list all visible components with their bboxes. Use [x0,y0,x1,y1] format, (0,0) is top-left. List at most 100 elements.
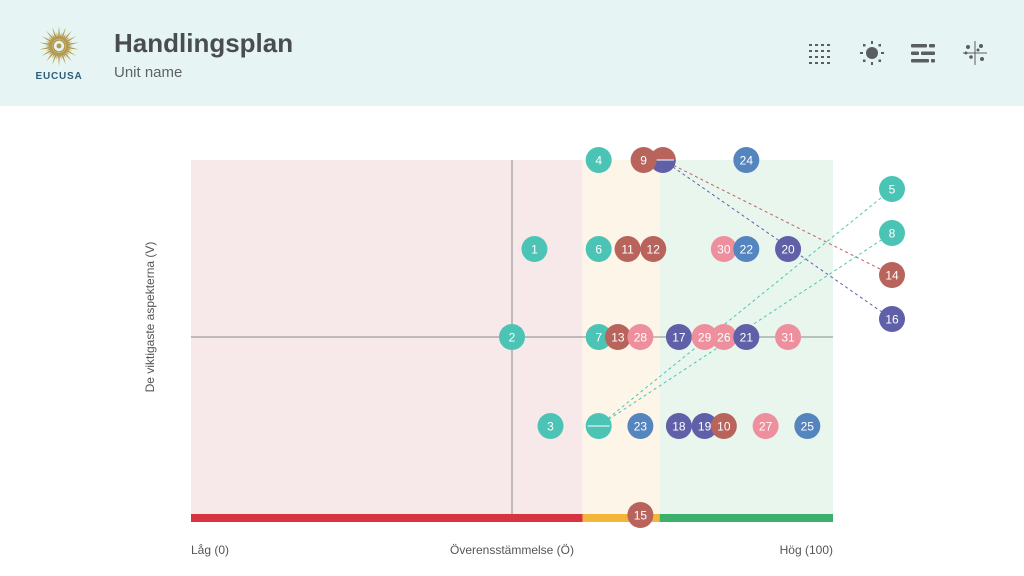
link-line [598,188,893,427]
point-circle [710,236,737,262]
data-point: 6 [585,236,612,262]
logo-ray [57,53,61,66]
point-label: 13 [611,331,625,345]
scatter-icon [963,41,987,65]
data-point: 30 [710,236,737,262]
logo-ray [46,50,56,62]
page-title: Handlingsplan [114,28,294,58]
point-circle [604,324,631,350]
logo-ray [65,42,79,46]
point-label: 16 [885,313,899,327]
logo-ray [59,32,62,40]
point-label: 2 [509,331,516,345]
point-circle [691,413,718,439]
split-top [585,413,612,426]
data-point: 2 [499,324,525,350]
logo-ray [48,49,55,55]
logo-ray [52,27,58,40]
point-circle [499,324,525,350]
logo-ray [62,30,72,42]
point-label: 20 [781,243,795,257]
action-plan-chart: 4 9 241 6 11 12 30 22 202 7 13 28 17 29 26 21 313 23 18 19 1… [143,147,905,557]
point-label: 14 [885,269,899,283]
zone-bar [659,514,833,522]
outlier-point: 5 [879,176,905,202]
x-axis-label: Överensstämmelse (Ö) [450,543,574,557]
logo-ray [63,37,70,43]
logo-ray [56,52,59,60]
point-label: 21 [740,331,754,345]
scatter-button[interactable] [960,38,990,68]
point-circle [521,236,548,262]
point-label: 10 [717,420,731,434]
point-circle [585,236,612,262]
point-label: 3 [547,420,554,434]
sunburst-logo-icon [39,26,79,66]
data-point: 11 [614,236,641,262]
point-circle [640,236,667,262]
sun-icon [860,41,884,65]
point-circle [630,147,657,173]
data-point: 4 [585,147,612,173]
data-point: 25 [794,413,821,439]
point-label: 24 [740,154,754,168]
data-point: 10 [710,413,737,439]
logo-ray [63,49,70,55]
point-circle [585,324,612,350]
point-circle [537,413,564,439]
point-label: 5 [889,183,896,197]
point-circle [691,324,718,350]
point-circle [733,324,760,350]
data-point: 27 [752,413,779,439]
point-label: 27 [759,420,773,434]
point-label: 7 [595,331,602,345]
point-circle [614,236,641,262]
point-label: 9 [640,154,647,168]
data-point: 31 [775,324,802,350]
logo-ray [41,48,54,56]
bars-button[interactable] [908,38,938,68]
zone-bar [191,514,583,522]
link-line [662,159,893,276]
data-point: 19 [691,413,718,439]
data-point: 24 [733,147,760,173]
split-marker [649,147,676,173]
point-label: 19 [698,420,712,434]
data-point: 3 [537,413,564,439]
point-label: 18 [672,420,686,434]
point-label: 15 [634,509,648,523]
data-point: 15 [627,502,654,528]
data-point: 17 [665,324,692,350]
x-max-label: Hög (100) [780,543,833,557]
data-point: 21 [733,324,760,350]
point-label: 17 [672,331,686,345]
bars-icon [911,44,935,63]
point-label: 30 [717,243,731,257]
data-point: 20 [775,236,802,262]
logo-ray [56,32,59,40]
logo-ray [52,51,57,59]
point-label: 26 [717,331,731,345]
point-circle [879,220,905,246]
point-label: 25 [801,420,815,434]
point-circle [775,324,802,350]
data-point: 13 [604,324,631,350]
sun-button[interactable] [857,38,887,68]
logo-ray [46,30,56,42]
point-circle [775,236,802,262]
point-label: 8 [889,227,896,241]
logo-ray [52,52,58,65]
zone-bar [582,514,660,522]
header: EUCUSA Handlingsplan Unit name [0,0,1024,106]
logo-ray [45,41,53,45]
logo-ray [57,26,61,39]
logo-ray [41,36,54,44]
data-point: 26 [710,324,737,350]
point-circle [752,413,779,439]
dot-grid-button[interactable] [805,38,835,68]
point-circle [879,176,905,202]
data-point: 28 [627,324,654,350]
point-label: 31 [781,331,795,345]
point-circle [879,306,905,332]
outlier-point: 16 [879,306,905,332]
